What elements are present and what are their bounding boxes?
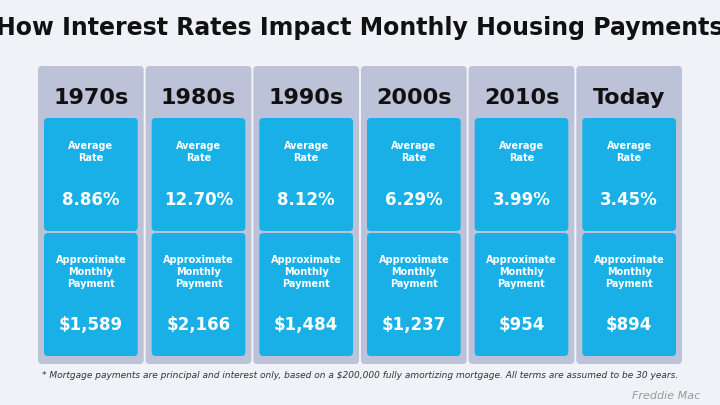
Text: How Interest Rates Impact Monthly Housing Payments: How Interest Rates Impact Monthly Housin… xyxy=(0,16,720,40)
Text: Freddie Mac: Freddie Mac xyxy=(631,391,700,401)
Text: Approximate
Monthly
Payment: Approximate Monthly Payment xyxy=(271,256,341,289)
FancyBboxPatch shape xyxy=(152,118,246,231)
Text: Approximate
Monthly
Payment: Approximate Monthly Payment xyxy=(594,256,665,289)
Text: 8.12%: 8.12% xyxy=(277,191,335,209)
Text: Average
Rate: Average Rate xyxy=(607,141,652,163)
Text: Approximate
Monthly
Payment: Approximate Monthly Payment xyxy=(486,256,557,289)
Text: $1,589: $1,589 xyxy=(59,316,123,334)
Text: $1,484: $1,484 xyxy=(274,316,338,334)
Text: Average
Rate: Average Rate xyxy=(499,141,544,163)
FancyBboxPatch shape xyxy=(145,66,251,364)
FancyBboxPatch shape xyxy=(44,233,138,356)
Text: 12.70%: 12.70% xyxy=(164,191,233,209)
Text: $954: $954 xyxy=(498,316,545,334)
FancyBboxPatch shape xyxy=(38,66,144,364)
FancyBboxPatch shape xyxy=(582,118,676,231)
Text: 8.86%: 8.86% xyxy=(62,191,120,209)
FancyBboxPatch shape xyxy=(253,66,359,364)
Text: Approximate
Monthly
Payment: Approximate Monthly Payment xyxy=(163,256,234,289)
FancyBboxPatch shape xyxy=(469,66,575,364)
Text: 2010s: 2010s xyxy=(484,88,559,108)
Text: 1970s: 1970s xyxy=(53,88,128,108)
FancyBboxPatch shape xyxy=(152,233,246,356)
Text: 2000s: 2000s xyxy=(376,88,451,108)
Text: $2,166: $2,166 xyxy=(166,316,230,334)
Text: Average
Rate: Average Rate xyxy=(391,141,436,163)
FancyBboxPatch shape xyxy=(367,233,461,356)
FancyBboxPatch shape xyxy=(259,118,353,231)
FancyBboxPatch shape xyxy=(576,66,682,364)
FancyBboxPatch shape xyxy=(474,233,568,356)
Text: * Mortgage payments are principal and interest only, based on a $200,000 fully a: * Mortgage payments are principal and in… xyxy=(42,371,678,379)
Text: Approximate
Monthly
Payment: Approximate Monthly Payment xyxy=(55,256,126,289)
FancyBboxPatch shape xyxy=(361,66,467,364)
Text: Today: Today xyxy=(593,88,665,108)
Text: 1990s: 1990s xyxy=(269,88,343,108)
FancyBboxPatch shape xyxy=(44,118,138,231)
Text: $1,237: $1,237 xyxy=(382,316,446,334)
Text: Approximate
Monthly
Payment: Approximate Monthly Payment xyxy=(379,256,449,289)
Text: 3.99%: 3.99% xyxy=(492,191,550,209)
Text: Average
Rate: Average Rate xyxy=(176,141,221,163)
FancyBboxPatch shape xyxy=(474,118,568,231)
FancyBboxPatch shape xyxy=(259,233,353,356)
FancyBboxPatch shape xyxy=(367,118,461,231)
Text: 1980s: 1980s xyxy=(161,88,236,108)
FancyBboxPatch shape xyxy=(582,233,676,356)
Text: 3.45%: 3.45% xyxy=(600,191,658,209)
Text: 6.29%: 6.29% xyxy=(385,191,443,209)
Text: Average
Rate: Average Rate xyxy=(284,141,329,163)
Text: Average
Rate: Average Rate xyxy=(68,141,113,163)
Text: $894: $894 xyxy=(606,316,652,334)
